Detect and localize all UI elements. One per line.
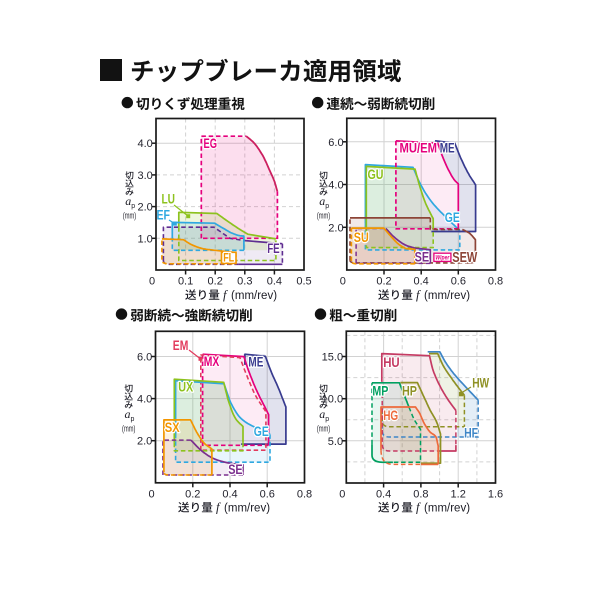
svg-text:(mm/rev): (mm/rev) (224, 503, 270, 515)
svg-text:HF: HF (464, 424, 478, 440)
svg-text:0.8: 0.8 (488, 276, 503, 288)
svg-text:0.2: 0.2 (376, 276, 391, 288)
svg-text:FE: FE (267, 240, 280, 256)
svg-text:1.2: 1.2 (451, 489, 466, 501)
svg-text:(mm): (mm) (317, 210, 331, 221)
svg-text:0.2: 0.2 (185, 488, 200, 500)
svg-text:HU: HU (383, 354, 400, 370)
svg-text:f: f (416, 288, 421, 302)
svg-text:6.0: 6.0 (328, 137, 343, 149)
svg-text:f: f (216, 501, 221, 515)
svg-text:GE: GE (445, 209, 460, 225)
svg-text:(mm): (mm) (122, 423, 136, 434)
svg-text:0.4: 0.4 (267, 276, 282, 288)
svg-text:ME: ME (440, 140, 455, 156)
svg-text:ME: ME (248, 353, 263, 369)
svg-text:FL: FL (223, 252, 234, 264)
svg-text:EF: EF (157, 206, 171, 222)
svg-text:Wiper: Wiper (435, 255, 449, 262)
svg-text:a: a (319, 407, 325, 421)
svg-text:2.0: 2.0 (328, 222, 343, 234)
svg-text:HG: HG (383, 407, 398, 423)
svg-text:4.0: 4.0 (138, 138, 153, 150)
svg-text:0.6: 0.6 (260, 488, 275, 500)
svg-text:10.0: 10.0 (322, 394, 343, 406)
svg-text:0.4: 0.4 (222, 488, 237, 500)
svg-text:0.5: 0.5 (296, 276, 311, 288)
svg-text:(mm/rev): (mm/rev) (424, 290, 470, 302)
svg-text:0: 0 (339, 489, 345, 501)
svg-text:0.3: 0.3 (237, 276, 252, 288)
svg-text:f: f (223, 288, 228, 302)
svg-text:0: 0 (149, 276, 155, 288)
svg-text:HW: HW (472, 374, 490, 390)
svg-text:p: p (131, 416, 135, 423)
svg-text:a: a (319, 194, 325, 208)
svg-text:1.0: 1.0 (138, 233, 153, 245)
svg-text:EM: EM (173, 337, 189, 353)
svg-text:a: a (125, 194, 131, 208)
svg-text:(mm): (mm) (123, 210, 137, 221)
svg-text:p: p (325, 416, 329, 423)
svg-text:0: 0 (148, 488, 154, 500)
svg-text:MP: MP (372, 383, 388, 399)
svg-text:SE: SE (228, 461, 243, 477)
svg-text:0.4: 0.4 (376, 489, 391, 501)
svg-text:15.0: 15.0 (322, 352, 343, 364)
svg-text:6.0: 6.0 (137, 352, 152, 364)
svg-text:MX: MX (204, 353, 220, 369)
svg-text:2.0: 2.0 (137, 436, 152, 448)
svg-text:0.4: 0.4 (414, 276, 429, 288)
svg-text:(mm): (mm) (317, 423, 331, 434)
svg-text:5.0: 5.0 (328, 436, 343, 448)
svg-text:a: a (125, 407, 131, 421)
svg-text:(mm/rev): (mm/rev) (424, 503, 470, 515)
svg-text:(mm/rev): (mm/rev) (231, 290, 277, 302)
svg-text:f: f (416, 501, 421, 515)
svg-text:0.8: 0.8 (297, 488, 312, 500)
svg-text:SX: SX (165, 419, 181, 435)
svg-text:0: 0 (340, 276, 346, 288)
svg-text:0.8: 0.8 (413, 489, 428, 501)
svg-text:HP: HP (402, 383, 417, 399)
svg-text:p: p (131, 203, 135, 210)
svg-text:EG: EG (204, 135, 218, 151)
svg-text:0.2: 0.2 (208, 276, 223, 288)
svg-text:0.6: 0.6 (451, 276, 466, 288)
svg-text:SEW: SEW (452, 250, 477, 266)
svg-text:0.1: 0.1 (178, 276, 193, 288)
svg-text:1.6: 1.6 (488, 489, 503, 501)
svg-text:MU/EM: MU/EM (400, 140, 438, 156)
svg-text:UX: UX (178, 378, 194, 394)
svg-text:LU: LU (162, 191, 176, 207)
svg-text:3.0: 3.0 (138, 170, 153, 182)
svg-text:GU: GU (368, 166, 384, 182)
svg-text:4.0: 4.0 (328, 180, 343, 192)
svg-text:4.0: 4.0 (137, 394, 152, 406)
svg-text:SU: SU (354, 229, 369, 245)
svg-text:2.0: 2.0 (138, 202, 153, 214)
svg-text:GE: GE (254, 423, 269, 439)
svg-text:SE: SE (415, 249, 430, 265)
svg-text:p: p (325, 203, 329, 210)
